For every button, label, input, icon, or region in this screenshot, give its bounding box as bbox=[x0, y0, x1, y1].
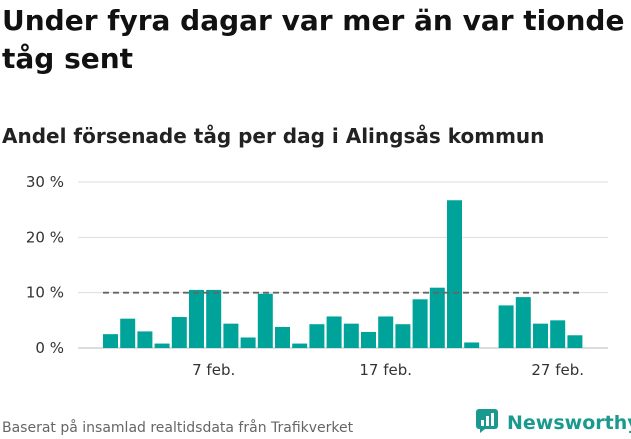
y-tick-label: 20 % bbox=[26, 228, 64, 246]
x-tick-label: 7 feb. bbox=[192, 361, 235, 379]
bar bbox=[429, 287, 445, 348]
bar-chart: 0 % 10 % 20 % 30 % 7 feb. 17 feb. 27 feb. bbox=[26, 173, 608, 379]
bar bbox=[498, 305, 514, 348]
bar bbox=[515, 297, 531, 348]
y-tick-label: 10 % bbox=[26, 284, 64, 302]
bar bbox=[361, 331, 376, 348]
y-tick-label: 0 % bbox=[35, 339, 64, 357]
bar bbox=[154, 343, 170, 348]
bar bbox=[103, 334, 118, 348]
bar bbox=[257, 293, 273, 348]
y-tick-label: 30 % bbox=[26, 173, 64, 191]
x-tick-label: 27 feb. bbox=[531, 361, 584, 379]
bar bbox=[550, 320, 566, 348]
bar bbox=[464, 342, 480, 348]
bar bbox=[309, 324, 325, 348]
newsworthy-logo-icon bbox=[475, 408, 501, 438]
bar bbox=[326, 316, 342, 348]
bar bbox=[223, 323, 239, 348]
bar bbox=[240, 337, 256, 348]
bar bbox=[533, 323, 548, 348]
bar bbox=[378, 316, 394, 348]
bar bbox=[137, 331, 153, 348]
y-axis-ticks: 0 % 10 % 20 % 30 % bbox=[26, 173, 64, 357]
bar bbox=[292, 343, 308, 348]
bars bbox=[103, 200, 583, 348]
source-note: Baserat på insamlad realtidsdata från Tr… bbox=[2, 420, 354, 436]
x-tick-label: 17 feb. bbox=[359, 361, 412, 379]
bar bbox=[412, 299, 428, 348]
bar bbox=[206, 289, 222, 348]
x-axis-ticks: 7 feb. 17 feb. 27 feb. bbox=[192, 361, 584, 379]
brand-logo[interactable]: Newsworthy bbox=[475, 408, 631, 438]
bar bbox=[395, 324, 411, 348]
bar bbox=[171, 317, 187, 348]
bar bbox=[567, 335, 583, 348]
bar bbox=[275, 326, 290, 348]
brand-name: Newsworthy bbox=[507, 412, 631, 434]
bar bbox=[343, 323, 359, 348]
chart-title: Under fyra dagar var mer än var tionde t… bbox=[2, 4, 625, 75]
chart-subtitle: Andel försenade tåg per dag i Alingsås k… bbox=[2, 124, 545, 148]
bar bbox=[120, 318, 136, 348]
bar bbox=[447, 200, 462, 348]
bar bbox=[189, 289, 204, 348]
